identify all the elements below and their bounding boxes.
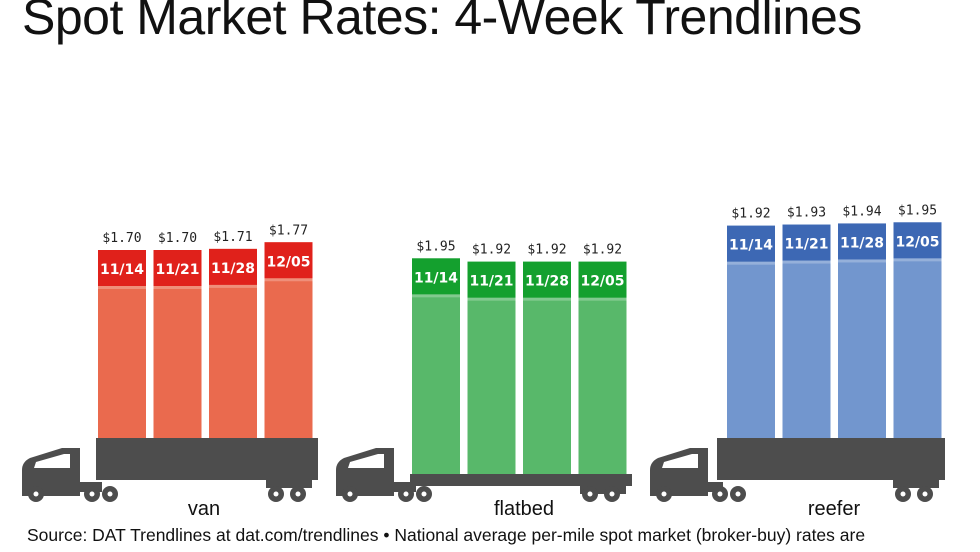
- bar-tag-divider: [264, 278, 313, 282]
- data-label: $1.92: [527, 243, 566, 258]
- data-label: $1.93: [787, 206, 826, 221]
- tick-label: 11/14: [100, 262, 144, 278]
- tick-label: 11/28: [211, 261, 255, 277]
- bar-date-tag: [727, 225, 775, 262]
- bar-date-tag: [838, 223, 886, 260]
- flatbed-wheel-hub: [421, 491, 427, 497]
- bar-tag-divider: [578, 297, 627, 301]
- reefer-wheel-hub: [900, 491, 906, 497]
- reefer-cab-window: [662, 454, 698, 468]
- bar-tag-divider: [153, 286, 202, 289]
- data-label: $1.70: [102, 231, 141, 246]
- tick-label: 11/28: [840, 235, 884, 251]
- data-label: $1.94: [842, 204, 881, 219]
- flatbed-truck-icon: [336, 448, 632, 502]
- flatbed-wheel-hub: [347, 491, 353, 497]
- reefer-rear-axle: [893, 480, 939, 488]
- van-truck-icon: [22, 438, 318, 502]
- tick-label: 12/05: [580, 274, 624, 290]
- reefer-coupling: [706, 482, 723, 492]
- chart-title: Spot Market Rates: 4-Week Trendlines: [22, 0, 862, 45]
- flatbed-wheel-hub: [403, 491, 409, 497]
- tick-label: 11/21: [155, 262, 199, 278]
- bar-tag-divider: [893, 258, 942, 262]
- bar-tag-divider: [523, 297, 571, 301]
- van-rear-axle: [266, 480, 312, 488]
- tick-label: 11/21: [469, 274, 513, 290]
- source-note: Source: DAT Trendlines at dat.com/trendl…: [27, 525, 866, 545]
- flatbed-wheel-hub: [587, 491, 593, 497]
- data-label: $1.95: [416, 239, 455, 254]
- data-label: $1.77: [269, 223, 308, 238]
- reefer-truck-icon: [650, 438, 945, 502]
- bar-date-tag: [412, 258, 460, 295]
- van-wheel-hub: [33, 491, 39, 497]
- van-wheel-hub: [89, 491, 95, 497]
- group-reefer: 11/14 $1.92 11/21 $1.93 11/28 $1.94 12/05 $1.95…: [650, 203, 945, 520]
- tick-label: 11/14: [414, 270, 458, 286]
- flatbed-wheel-hub: [609, 491, 615, 497]
- data-label: $1.95: [898, 203, 937, 218]
- tick-label: 11/28: [525, 274, 569, 290]
- bar-tag-divider: [727, 261, 775, 265]
- van-trailer: [96, 438, 318, 480]
- tick-label: 11/14: [729, 238, 773, 254]
- flatbed-rear-axle: [580, 486, 626, 494]
- bar-date-tag: [782, 224, 831, 261]
- bar-date-tag: [467, 261, 516, 298]
- group-label-reefer: reefer: [808, 498, 861, 520]
- data-label: $1.92: [472, 243, 511, 258]
- bar-date-tag: [98, 250, 146, 286]
- bar-tag-divider: [209, 284, 257, 288]
- group-label-flatbed: flatbed: [494, 498, 554, 520]
- data-label: $1.70: [158, 231, 197, 246]
- bar-tag-divider: [98, 286, 146, 289]
- flatbed-cab-window: [348, 454, 384, 468]
- bar-date-tag: [209, 248, 257, 285]
- bar-tag-divider: [782, 260, 831, 264]
- bar-date-tag: [153, 250, 202, 286]
- tick-label: 12/05: [895, 234, 939, 250]
- tick-label: 12/05: [266, 254, 310, 270]
- reefer-trailer: [717, 438, 945, 480]
- data-label: $1.92: [583, 243, 622, 258]
- van-wheel-hub: [107, 491, 113, 497]
- bar-tag-divider: [838, 259, 886, 263]
- bar-date-tag: [578, 261, 627, 298]
- bar-date-tag: [264, 242, 313, 279]
- group-label-van: van: [188, 498, 220, 520]
- reefer-wheel-hub: [922, 491, 928, 497]
- bar-date-tag: [523, 261, 571, 298]
- bar-tag-divider: [412, 294, 460, 298]
- data-label: $1.71: [213, 230, 252, 245]
- reefer-wheel-hub: [735, 491, 741, 497]
- data-label: $1.92: [731, 207, 770, 222]
- van-cab-window: [34, 454, 70, 468]
- group-van: 11/14 $1.70 11/21 $1.70 11/28 $1.71 12/05 $1.77…: [22, 223, 318, 520]
- tick-label: 11/21: [784, 237, 828, 253]
- bar-date-tag: [893, 222, 942, 259]
- group-flatbed: 11/14 $1.95 11/21 $1.92 11/28 $1.92 12/05 $1.92…: [336, 239, 632, 520]
- flatbed-trailer: [410, 474, 632, 486]
- van-wheel-hub: [273, 491, 279, 497]
- reefer-wheel-hub: [661, 491, 667, 497]
- reefer-wheel-hub: [717, 491, 723, 497]
- bar-tag-divider: [467, 297, 516, 301]
- van-wheel-hub: [295, 491, 301, 497]
